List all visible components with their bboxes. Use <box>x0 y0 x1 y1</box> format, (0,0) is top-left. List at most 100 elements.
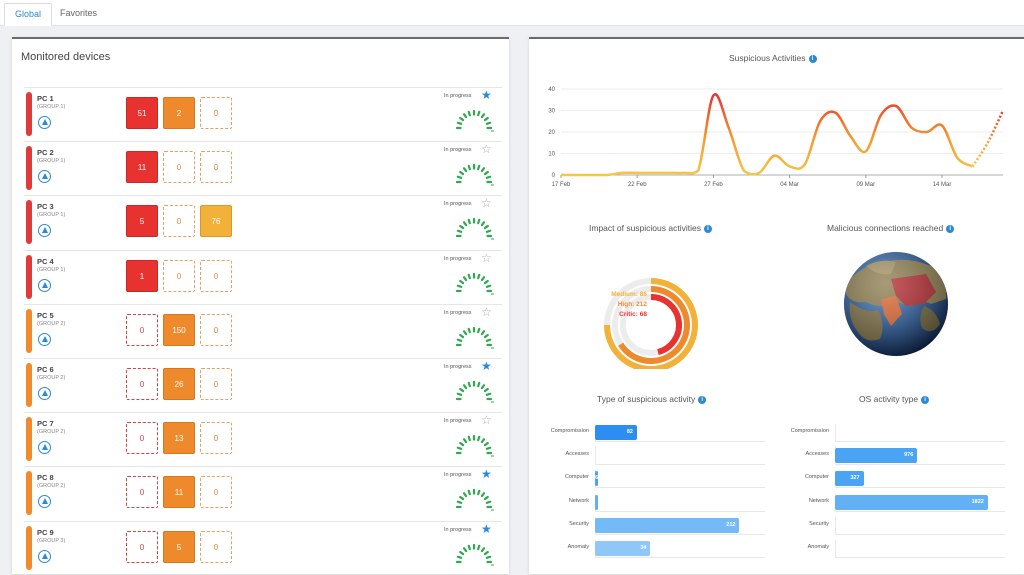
device-row[interactable]: PC 1 (GROUP 1) 51 2 0 In progress ★ <box>24 87 502 141</box>
info-icon[interactable]: i <box>703 224 712 233</box>
x-tick-label: 17 Feb <box>552 182 571 188</box>
monitored-devices-panel: Monitored devices PC 1 (GROUP 1) 51 2 0 In pr… <box>12 37 509 574</box>
device-group: (GROUP 1) <box>37 266 66 273</box>
severity-indicator <box>26 525 32 570</box>
favorite-star-icon[interactable]: ☆ <box>481 304 492 319</box>
os-linux-icon <box>38 495 51 509</box>
critical-count-box[interactable]: 0 <box>126 422 158 455</box>
device-group: (GROUP 3) <box>37 537 66 544</box>
high-count-box[interactable]: 0 <box>163 259 195 292</box>
critical-count-box[interactable]: 0 <box>126 368 158 400</box>
info-icon[interactable]: i <box>921 395 930 404</box>
severity-indicator <box>26 471 32 516</box>
high-count-box[interactable]: 26 <box>163 368 195 400</box>
device-row[interactable]: PC 5 (GROUP 2) 0 150 0 In progress ☆ <box>24 303 502 358</box>
severity-indicator <box>26 254 32 299</box>
device-row[interactable]: PC 4 (GROUP 1) 1 0 0 In progress ☆ <box>24 249 502 304</box>
bar[interactable]: 1822 <box>835 494 988 510</box>
medium-count-box[interactable]: 0 <box>200 368 232 400</box>
progress-gauge-icon <box>455 109 494 132</box>
favorite-star-icon[interactable]: ★ <box>481 359 492 373</box>
device-row[interactable]: PC 3 (GROUP 1) 5 0 76 In progress ☆ <box>24 195 502 249</box>
tab-global[interactable]: Global <box>4 3 53 26</box>
device-group: (GROUP 2) <box>37 320 66 327</box>
bar[interactable]: 327 <box>835 471 864 487</box>
critical-count-box[interactable]: 11 <box>126 151 158 184</box>
high-count-box[interactable]: 11 <box>163 476 195 509</box>
bar[interactable]: 976 <box>835 448 918 464</box>
status-text: In progress <box>444 201 472 208</box>
critical-count-box[interactable]: 1 <box>126 259 158 292</box>
bar[interactable]: 34 <box>595 541 651 556</box>
medium-count-box[interactable]: 0 <box>200 422 232 455</box>
device-row[interactable]: PC 9 (GROUP 3) 0 5 0 In progress ★ <box>24 520 502 575</box>
favorite-star-icon[interactable]: ☆ <box>481 142 492 157</box>
donut-legend-label: Critic: 68 <box>619 311 647 318</box>
high-count-box[interactable]: 150 <box>163 313 195 346</box>
bar[interactable]: 212 <box>595 517 740 533</box>
donut-legend-label: High: 212 <box>618 301 648 308</box>
info-icon[interactable]: i <box>698 395 707 404</box>
favorite-star-icon[interactable]: ★ <box>481 88 492 102</box>
device-name: PC 7 <box>37 419 54 429</box>
device-group: (GROUP 1) <box>37 212 66 219</box>
os-linux-icon <box>38 441 51 455</box>
medium-count-box[interactable]: 0 <box>200 476 232 509</box>
favorite-star-icon[interactable]: ☆ <box>481 413 492 428</box>
device-name: PC 2 <box>37 148 54 158</box>
critical-count-box[interactable]: 5 <box>126 205 158 238</box>
high-count-box[interactable]: 5 <box>163 530 195 563</box>
bar-category-label: Anomaly <box>567 544 589 550</box>
type-activity-title-text: Type of suspicious activity <box>597 394 696 404</box>
medium-count-box[interactable]: 0 <box>200 313 232 346</box>
high-count-box[interactable]: 0 <box>163 205 195 238</box>
high-count-box[interactable]: 2 <box>163 97 195 129</box>
device-row[interactable]: PC 7 (GROUP 2) 0 13 0 In progress ☆ <box>24 412 502 466</box>
medium-count-box[interactable]: 0 <box>200 530 232 563</box>
medium-count-box[interactable]: 0 <box>200 97 232 129</box>
suspicious-activities-title-text: Suspicious Activities <box>729 53 806 63</box>
os-linux-icon <box>38 549 51 563</box>
device-name: PC 1 <box>37 94 54 103</box>
favorite-star-icon[interactable]: ☆ <box>481 250 492 265</box>
os-activity-title-text: OS activity type <box>859 394 919 404</box>
info-icon[interactable]: i <box>946 224 955 233</box>
y-tick-label: 30 <box>548 109 555 115</box>
medium-count-box[interactable]: 0 <box>200 259 232 292</box>
medium-count-box[interactable]: 0 <box>200 151 232 184</box>
medium-count-box[interactable]: 76 <box>200 205 232 238</box>
critic-ring <box>650 294 682 356</box>
favorite-star-icon[interactable]: ★ <box>481 521 492 536</box>
bar[interactable] <box>595 494 598 510</box>
critical-count-box[interactable]: 0 <box>126 476 158 509</box>
medium-ring <box>604 278 698 369</box>
bar-category-label: Accesses <box>565 451 589 458</box>
device-row[interactable]: PC 8 (GROUP 2) 0 11 0 In progress ★ <box>24 466 502 520</box>
favorite-star-icon[interactable]: ☆ <box>481 196 492 211</box>
globe-map[interactable] <box>836 244 956 364</box>
os-linux-icon <box>38 332 51 346</box>
critical-count-box[interactable]: 0 <box>126 530 158 563</box>
high-count-box[interactable]: 13 <box>163 422 195 455</box>
os-linux-icon <box>38 170 51 184</box>
device-row[interactable]: PC 2 (GROUP 1) 11 0 0 In progress ☆ <box>24 141 502 195</box>
progress-gauge-icon <box>455 489 494 511</box>
info-icon[interactable]: i <box>808 54 817 63</box>
favorite-star-icon[interactable]: ★ <box>481 467 492 482</box>
device-row[interactable]: PC 6 (GROUP 2) 0 26 0 In progress ★ <box>24 358 502 412</box>
high-count-box[interactable]: 0 <box>163 151 195 184</box>
critical-count-box[interactable]: 51 <box>126 97 158 129</box>
y-tick-label: 10 <box>548 152 555 158</box>
bar[interactable]: 6 <box>595 471 599 487</box>
progress-gauge-icon <box>455 543 494 566</box>
bar[interactable]: 82 <box>595 425 637 440</box>
bar-category-label: Computer <box>564 474 589 481</box>
x-tick-label: 27 Feb <box>704 182 723 188</box>
bar-category-label: Security <box>809 520 829 527</box>
panel-title: Monitored devices <box>21 51 111 63</box>
tab-favorites[interactable]: Favorites <box>60 8 98 18</box>
status-text: In progress <box>444 309 472 316</box>
bar-baseline <box>835 533 1005 535</box>
critical-count-box[interactable]: 0 <box>126 313 158 346</box>
device-group: (GROUP 2) <box>37 375 66 381</box>
